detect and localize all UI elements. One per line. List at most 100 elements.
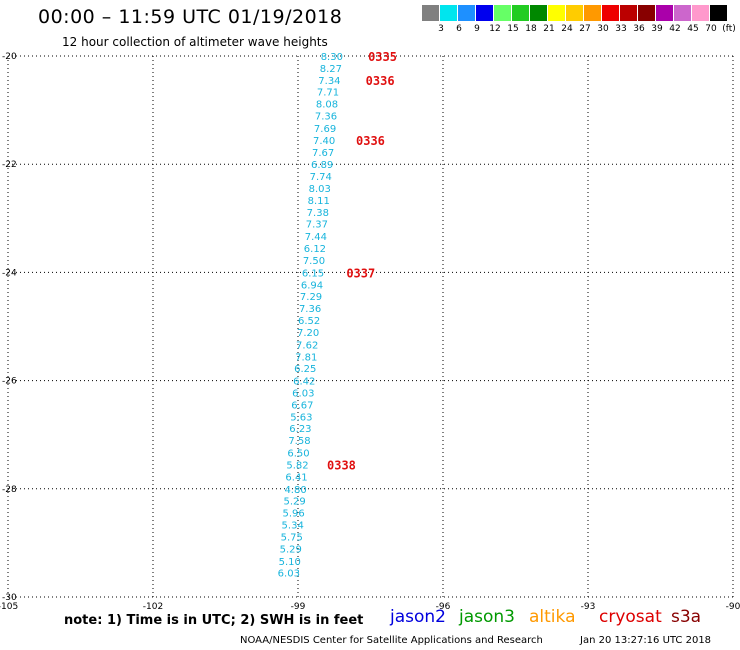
pass-time-label: 0336 xyxy=(356,134,385,148)
wave-height-value: 7.50 xyxy=(303,256,325,267)
satellite-s3a: s3a xyxy=(671,607,702,627)
wave-height-value: 7.37 xyxy=(306,220,328,231)
wave-height-value: 5.96 xyxy=(283,509,305,520)
lon-tick-label: -102 xyxy=(143,602,163,612)
wave-height-value: 6.52 xyxy=(298,316,320,327)
wave-height-value: 8.08 xyxy=(316,100,338,111)
lon-tick-label: -99 xyxy=(291,602,306,612)
lon-tick-label: -96 xyxy=(436,602,451,612)
pass-time-label: 0336 xyxy=(366,74,395,88)
wave-height-value: 6.42 xyxy=(293,377,315,388)
wave-height-value: 6.50 xyxy=(287,449,309,460)
satellite-jason2: jason2 xyxy=(390,607,446,627)
altimeter-track: 8.308.277.347.718.087.367.697.407.676.89… xyxy=(278,52,343,580)
legend-label: 70 xyxy=(705,24,717,34)
pass-time-label: 0338 xyxy=(327,458,356,472)
legend-label: 6 xyxy=(456,24,462,34)
wave-height-value: 7.44 xyxy=(305,232,327,243)
wave-height-value: 7.74 xyxy=(310,172,332,183)
latitude-tick-labels: -20 -22 -24 -26 -28 -30 xyxy=(2,52,17,603)
legend-label: 9 xyxy=(474,24,480,34)
wave-height-value: 6.03 xyxy=(292,389,314,400)
time-labels: 0335 0336 0336 0337 0338 xyxy=(327,50,397,472)
legend-swatch xyxy=(710,5,727,21)
legend-label: 12 xyxy=(489,24,501,34)
wave-height-value: 7.71 xyxy=(317,88,339,99)
wave-height-value: 7.67 xyxy=(312,148,334,159)
wave-height-value: 5.29 xyxy=(280,544,302,555)
legend-label: 21 xyxy=(543,24,555,34)
lat-lon-grid xyxy=(7,55,734,598)
wave-height-value: 7.69 xyxy=(314,124,336,135)
wave-height-value: 8.27 xyxy=(320,64,342,75)
wave-height-value: 7.40 xyxy=(313,136,335,147)
wave-height-value: 5.34 xyxy=(282,521,304,532)
legend-swatch xyxy=(512,5,529,21)
legend-label: 45 xyxy=(687,24,699,34)
legend-label: (ft) xyxy=(722,24,736,34)
lon-tick-label: -105 xyxy=(0,602,18,612)
longitude-tick-labels: -105 -102 -99 -96 -93 -90 xyxy=(0,602,740,612)
legend-swatch xyxy=(422,5,439,21)
lat-tick-label: -24 xyxy=(2,268,17,278)
wave-height-value: 8.03 xyxy=(309,184,331,195)
legend-label: 18 xyxy=(525,24,537,34)
satellite-altika: altika xyxy=(529,607,576,627)
wave-height-value: 5.29 xyxy=(283,497,305,508)
legend-swatch xyxy=(548,5,565,21)
wave-height-value: 8.30 xyxy=(321,52,343,63)
legend-swatch xyxy=(620,5,637,21)
lat-tick-label: -30 xyxy=(2,593,17,603)
wave-height-value: 5.82 xyxy=(286,460,308,471)
legend-label: 24 xyxy=(561,24,573,34)
lat-tick-label: -28 xyxy=(2,485,17,495)
legend-swatch xyxy=(440,5,457,21)
legend-label: 27 xyxy=(579,24,591,34)
legend-label: 33 xyxy=(615,24,627,34)
map-subtitle: 12 hour collection of altimeter wave hei… xyxy=(62,35,328,49)
credit-line: NOAA/NESDIS Center for Satellite Applica… xyxy=(240,635,543,646)
lat-tick-label: -22 xyxy=(2,160,17,170)
wave-height-value: 7.29 xyxy=(300,292,322,303)
wave-height-value: 7.20 xyxy=(297,328,319,339)
wave-height-value: 6.41 xyxy=(285,472,307,483)
wave-height-value: 6.23 xyxy=(289,424,311,435)
lat-tick-label: -26 xyxy=(2,377,17,387)
wave-height-value: 7.34 xyxy=(318,76,340,87)
wave-height-value: 5.10 xyxy=(279,557,301,568)
wave-height-value: 6.94 xyxy=(301,280,323,291)
legend-swatch xyxy=(476,5,493,21)
legend-swatch xyxy=(530,5,547,21)
wave-height-value: 4.80 xyxy=(284,485,306,496)
legend-label: 3 xyxy=(438,24,444,34)
satellite-cryosat: cryosat xyxy=(599,607,662,627)
wave-height-value: 7.81 xyxy=(295,352,317,363)
lat-tick-label: -20 xyxy=(2,52,17,62)
wave-height-value: 6.67 xyxy=(291,400,313,411)
wave-height-value: 5.63 xyxy=(290,412,312,423)
legend-label: 42 xyxy=(669,24,681,34)
satellite-jason3: jason3 xyxy=(459,607,515,627)
wave-height-value: 6.03 xyxy=(278,569,300,580)
wave-height-value: 6.25 xyxy=(294,364,316,375)
wave-height-value: 7.36 xyxy=(315,112,337,123)
wave-height-value: 6.15 xyxy=(302,268,324,279)
legend-swatch xyxy=(674,5,691,21)
map-title: 00:00 – 11:59 UTC 01/19/2018 xyxy=(38,6,343,28)
legend-label: 39 xyxy=(651,24,663,34)
wave-height-value: 8.11 xyxy=(308,196,330,207)
wave-height-value: 6.89 xyxy=(311,160,333,171)
generated-timestamp: Jan 20 13:27:16 UTC 2018 xyxy=(580,635,712,646)
units-note: note: 1) Time is in UTC; 2) SWH is in fe… xyxy=(64,613,364,628)
legend-swatch xyxy=(566,5,583,21)
wave-height-value: 7.38 xyxy=(307,208,329,219)
wave-height-value: 5.75 xyxy=(281,532,303,543)
legend-label: 36 xyxy=(633,24,645,34)
pass-time-label: 0337 xyxy=(346,266,375,280)
legend-swatch xyxy=(692,5,709,21)
pass-time-label: 0335 xyxy=(368,50,397,64)
wave-height-value: 7.36 xyxy=(299,304,321,315)
legend-swatch xyxy=(458,5,475,21)
legend-swatch xyxy=(602,5,619,21)
